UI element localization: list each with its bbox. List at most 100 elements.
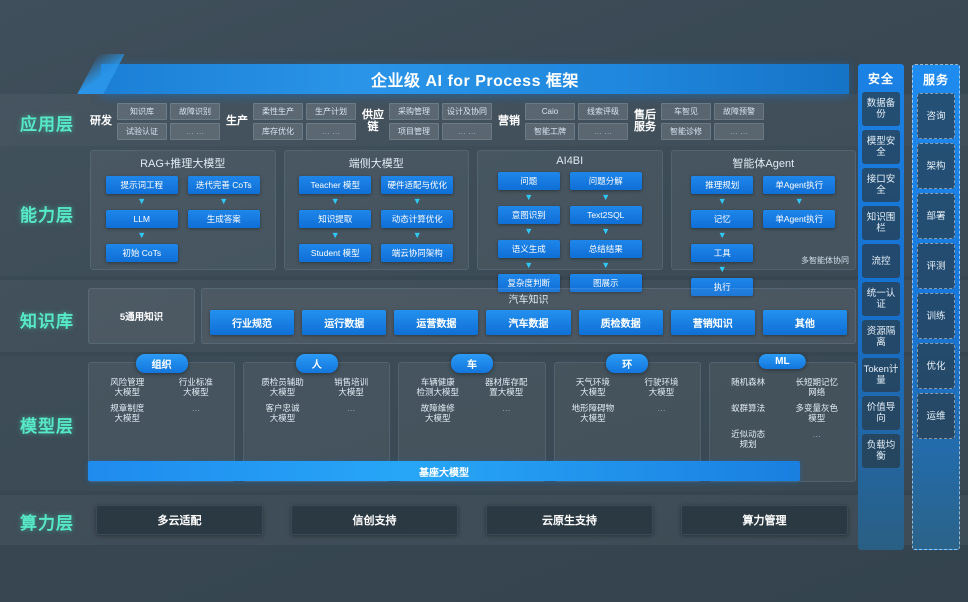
model-card-grid[interactable]: 质检员辅助 大模型 销售培训 大模型 客户忠诚 大模型… — [250, 377, 383, 423]
capability-card[interactable]: 端侧大模型 Teacher 模型 ▼ 知识提取 ▼ Student 模型 硬件适配与优化 ▼ 动… — [283, 150, 469, 270]
model-item[interactable]: 随机森林 — [731, 377, 766, 387]
capability-column-left[interactable]: 推理规划 ▼ 记忆 ▼ 工具 ▼ 执行 — [691, 176, 754, 296]
security-item[interactable]: 知识围栏 — [862, 206, 900, 240]
capability-node[interactable]: 复杂度判断 — [497, 274, 560, 292]
model-item[interactable]: … — [346, 403, 356, 413]
arrow-down-icon[interactable]: ▼ — [219, 196, 229, 206]
application-chip[interactable]: 库存优化 — [253, 122, 303, 140]
capability-card-body[interactable]: 推理规划 ▼ 记忆 ▼ 工具 ▼ 执行 单Agent执行 ▼ 单Agent执行 — [672, 176, 856, 296]
application-cell[interactable]: 设计及协同 … … — [442, 102, 492, 140]
compute-button[interactable]: 云原生支持 — [486, 505, 653, 535]
application-chip[interactable]: 线索评级 — [578, 102, 628, 120]
capability-node[interactable]: Student 模型 — [299, 244, 372, 262]
capability-column-left[interactable]: Teacher 模型 ▼ 知识提取 ▼ Student 模型 — [299, 176, 372, 262]
security-item[interactable]: 统一认证 — [862, 282, 900, 316]
capability-card-title[interactable]: AI4BI — [556, 155, 584, 167]
model-item[interactable]: 长短期记忆 网络 — [795, 377, 838, 397]
security-item[interactable]: 数据备份 — [862, 92, 900, 126]
model-item[interactable]: 销售培训 大模型 — [334, 377, 369, 397]
knowledge-chip[interactable]: 汽车数据 — [486, 310, 571, 335]
capability-node[interactable]: 硬件适配与优化 — [381, 176, 454, 194]
application-chip[interactable]: 故障预警 — [714, 102, 764, 120]
application-chip[interactable]: 知识库 — [117, 102, 167, 120]
service-item[interactable]: 训练 — [917, 293, 955, 339]
capability-column-left[interactable]: 提示词工程 ▼ LLM ▼ 初始 CoTs — [105, 176, 178, 262]
model-item[interactable]: 器材库存配 置大模型 — [485, 377, 528, 397]
arrow-down-icon[interactable]: ▼ — [412, 230, 422, 240]
application-group[interactable]: 售后服务 车智见 智能诊修 故障预警 … … — [632, 99, 764, 143]
capability-node[interactable]: 迭代完善 CoTs — [187, 176, 260, 194]
capability-node[interactable]: 意图识别 — [497, 206, 560, 224]
capability-node[interactable]: 推理规划 — [691, 176, 754, 194]
model-item[interactable]: 规章制度 大模型 — [110, 403, 145, 423]
capability-node[interactable]: 初始 CoTs — [105, 244, 178, 262]
arrow-down-icon[interactable]: ▼ — [524, 192, 534, 202]
model-item[interactable]: 天气环境 大模型 — [575, 377, 610, 397]
arrow-down-icon[interactable]: ▼ — [412, 196, 422, 206]
security-item[interactable]: 流控 — [862, 244, 900, 278]
application-group[interactable]: 营销 Caio 智能工牌 线索评级 … … — [496, 99, 628, 143]
capability-card-body[interactable]: 问题 ▼ 意图识别 ▼ 语义生成 ▼ 复杂度判断 问题分解 ▼ Text2SQL ▼ 总结结果 ▼ 图展示 — [478, 172, 662, 292]
model-item[interactable]: … — [502, 403, 511, 413]
capability-node[interactable]: 工具 — [691, 244, 754, 262]
service-item[interactable]: 评测 — [917, 243, 955, 289]
model-item[interactable]: 风险管理 大模型 — [110, 377, 145, 397]
model-item[interactable]: … — [191, 403, 201, 413]
capability-card[interactable]: RAG+推理大模型 提示词工程 ▼ LLM ▼ 初始 CoTs 迭代完善 CoTs ▼ 生成答案 — [90, 150, 276, 270]
application-chip[interactable]: 设计及协同 — [442, 102, 492, 120]
capability-column-right[interactable]: 问题分解 ▼ Text2SQL ▼ 总结结果 ▼ 图展示 — [569, 172, 642, 292]
arrow-down-icon[interactable]: ▼ — [330, 196, 340, 206]
arrow-down-icon[interactable]: ▼ — [717, 264, 727, 274]
model-card-pill[interactable]: 车 — [451, 354, 493, 373]
model-card-pill[interactable]: 人 — [295, 354, 338, 373]
application-group-name[interactable]: 供应链 — [362, 109, 384, 133]
model-card-grid[interactable]: 随机森林 长短期记忆 网络 蚁群算法 多变量灰色 模型 近似动态 规划… — [716, 377, 849, 449]
arrow-down-icon[interactable]: ▼ — [137, 196, 147, 206]
application-cell[interactable]: 采购管理 项目管理 — [389, 102, 439, 140]
application-chip[interactable]: 生产计划 — [306, 102, 356, 120]
service-item[interactable]: 咨询 — [917, 93, 955, 139]
model-item[interactable]: 蚁群算法 — [731, 403, 766, 413]
application-cell[interactable]: 线索评级 … … — [578, 102, 628, 140]
compute-button[interactable]: 多云适配 — [96, 505, 263, 535]
application-group-name[interactable]: 研发 — [90, 115, 112, 127]
capability-node[interactable]: Text2SQL — [569, 206, 642, 224]
capability-column-right[interactable]: 迭代完善 CoTs ▼ 生成答案 — [187, 176, 260, 262]
application-chip[interactable]: 智能诊修 — [661, 122, 711, 140]
application-group-name[interactable]: 售后服务 — [634, 109, 656, 133]
application-chip[interactable]: 采购管理 — [389, 102, 439, 120]
capability-node[interactable]: 单Agent执行 — [763, 176, 836, 194]
model-card-pill[interactable]: 组织 — [135, 354, 188, 373]
application-cell[interactable]: 柔性生产 库存优化 — [253, 102, 303, 140]
service-item[interactable]: 架构 — [917, 143, 955, 189]
application-cells[interactable]: 柔性生产 库存优化 生产计划 … … — [253, 102, 356, 140]
capability-card-note[interactable]: 多智能体协同 — [801, 256, 849, 265]
capability-node[interactable]: 执行 — [691, 278, 754, 296]
model-item[interactable]: 多变量灰色 模型 — [795, 403, 838, 423]
capability-card-title[interactable]: RAG+推理大模型 — [140, 158, 226, 170]
capability-node[interactable]: 提示词工程 — [105, 176, 178, 194]
security-item[interactable]: 资源隔离 — [862, 320, 900, 354]
arrow-down-icon[interactable]: ▼ — [524, 226, 534, 236]
capability-card[interactable]: 智能体Agent 推理规划 ▼ 记忆 ▼ 工具 ▼ 执行 单Agent执行 ▼ 单Agent执行 多智… — [670, 150, 856, 296]
application-group-name[interactable]: 生产 — [226, 115, 248, 127]
application-cells[interactable]: 车智见 智能诊修 故障预警 … … — [661, 102, 764, 140]
arrow-down-icon[interactable]: ▼ — [524, 260, 534, 270]
knowledge-general-box[interactable]: 5通用知识 — [88, 288, 195, 344]
application-chip[interactable]: … … — [170, 122, 220, 140]
application-cell[interactable]: 故障预警 … … — [714, 102, 764, 140]
application-chip[interactable]: 项目管理 — [389, 122, 439, 140]
capability-node[interactable]: LLM — [105, 210, 178, 228]
model-card-pill[interactable]: 环 — [606, 354, 649, 373]
application-chip[interactable]: Caio — [525, 102, 575, 120]
capability-card-body[interactable]: 提示词工程 ▼ LLM ▼ 初始 CoTs 迭代完善 CoTs ▼ 生成答案 — [91, 176, 275, 262]
security-item[interactable]: Token计量 — [862, 358, 900, 392]
application-cell[interactable]: 知识库 试验认证 — [117, 102, 167, 140]
application-cell[interactable]: 生产计划 … … — [306, 102, 356, 140]
application-chip[interactable]: … … — [442, 122, 492, 140]
model-item[interactable]: 客户忠诚 大模型 — [265, 403, 300, 423]
application-chip[interactable]: 试验认证 — [117, 122, 167, 140]
capability-card-title[interactable]: 端侧大模型 — [348, 158, 404, 170]
capability-node[interactable]: 动态计算优化 — [381, 210, 454, 228]
security-item[interactable]: 负载均衡 — [862, 434, 900, 468]
